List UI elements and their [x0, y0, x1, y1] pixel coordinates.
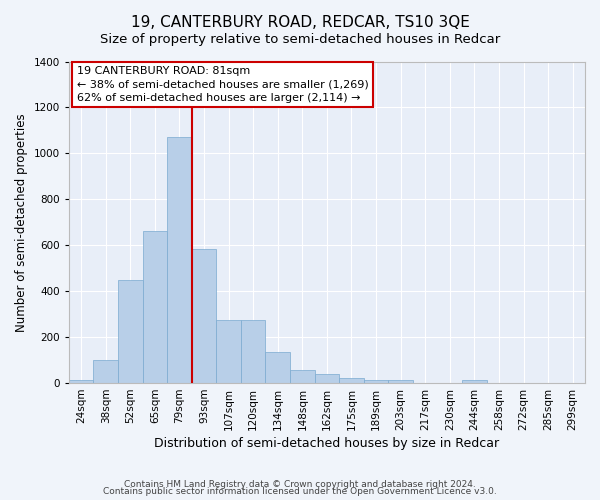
Y-axis label: Number of semi-detached properties: Number of semi-detached properties: [15, 113, 28, 332]
Bar: [167, 138, 192, 383]
Bar: [314, 374, 339, 383]
X-axis label: Distribution of semi-detached houses by size in Redcar: Distribution of semi-detached houses by …: [154, 437, 499, 450]
Bar: [462, 380, 487, 383]
Text: Contains HM Land Registry data © Crown copyright and database right 2024.: Contains HM Land Registry data © Crown c…: [124, 480, 476, 489]
Bar: [69, 380, 94, 383]
Bar: [143, 232, 167, 383]
Text: Contains public sector information licensed under the Open Government Licence v3: Contains public sector information licen…: [103, 487, 497, 496]
Bar: [241, 320, 265, 383]
Bar: [339, 378, 364, 383]
Bar: [388, 380, 413, 383]
Bar: [94, 360, 118, 383]
Text: 19, CANTERBURY ROAD, REDCAR, TS10 3QE: 19, CANTERBURY ROAD, REDCAR, TS10 3QE: [131, 15, 469, 30]
Text: Size of property relative to semi-detached houses in Redcar: Size of property relative to semi-detach…: [100, 32, 500, 46]
Bar: [118, 280, 143, 383]
Bar: [217, 320, 241, 383]
Bar: [192, 248, 217, 383]
Text: 19 CANTERBURY ROAD: 81sqm
← 38% of semi-detached houses are smaller (1,269)
62% : 19 CANTERBURY ROAD: 81sqm ← 38% of semi-…: [77, 66, 368, 102]
Bar: [290, 370, 314, 383]
Bar: [265, 352, 290, 383]
Bar: [364, 380, 388, 383]
